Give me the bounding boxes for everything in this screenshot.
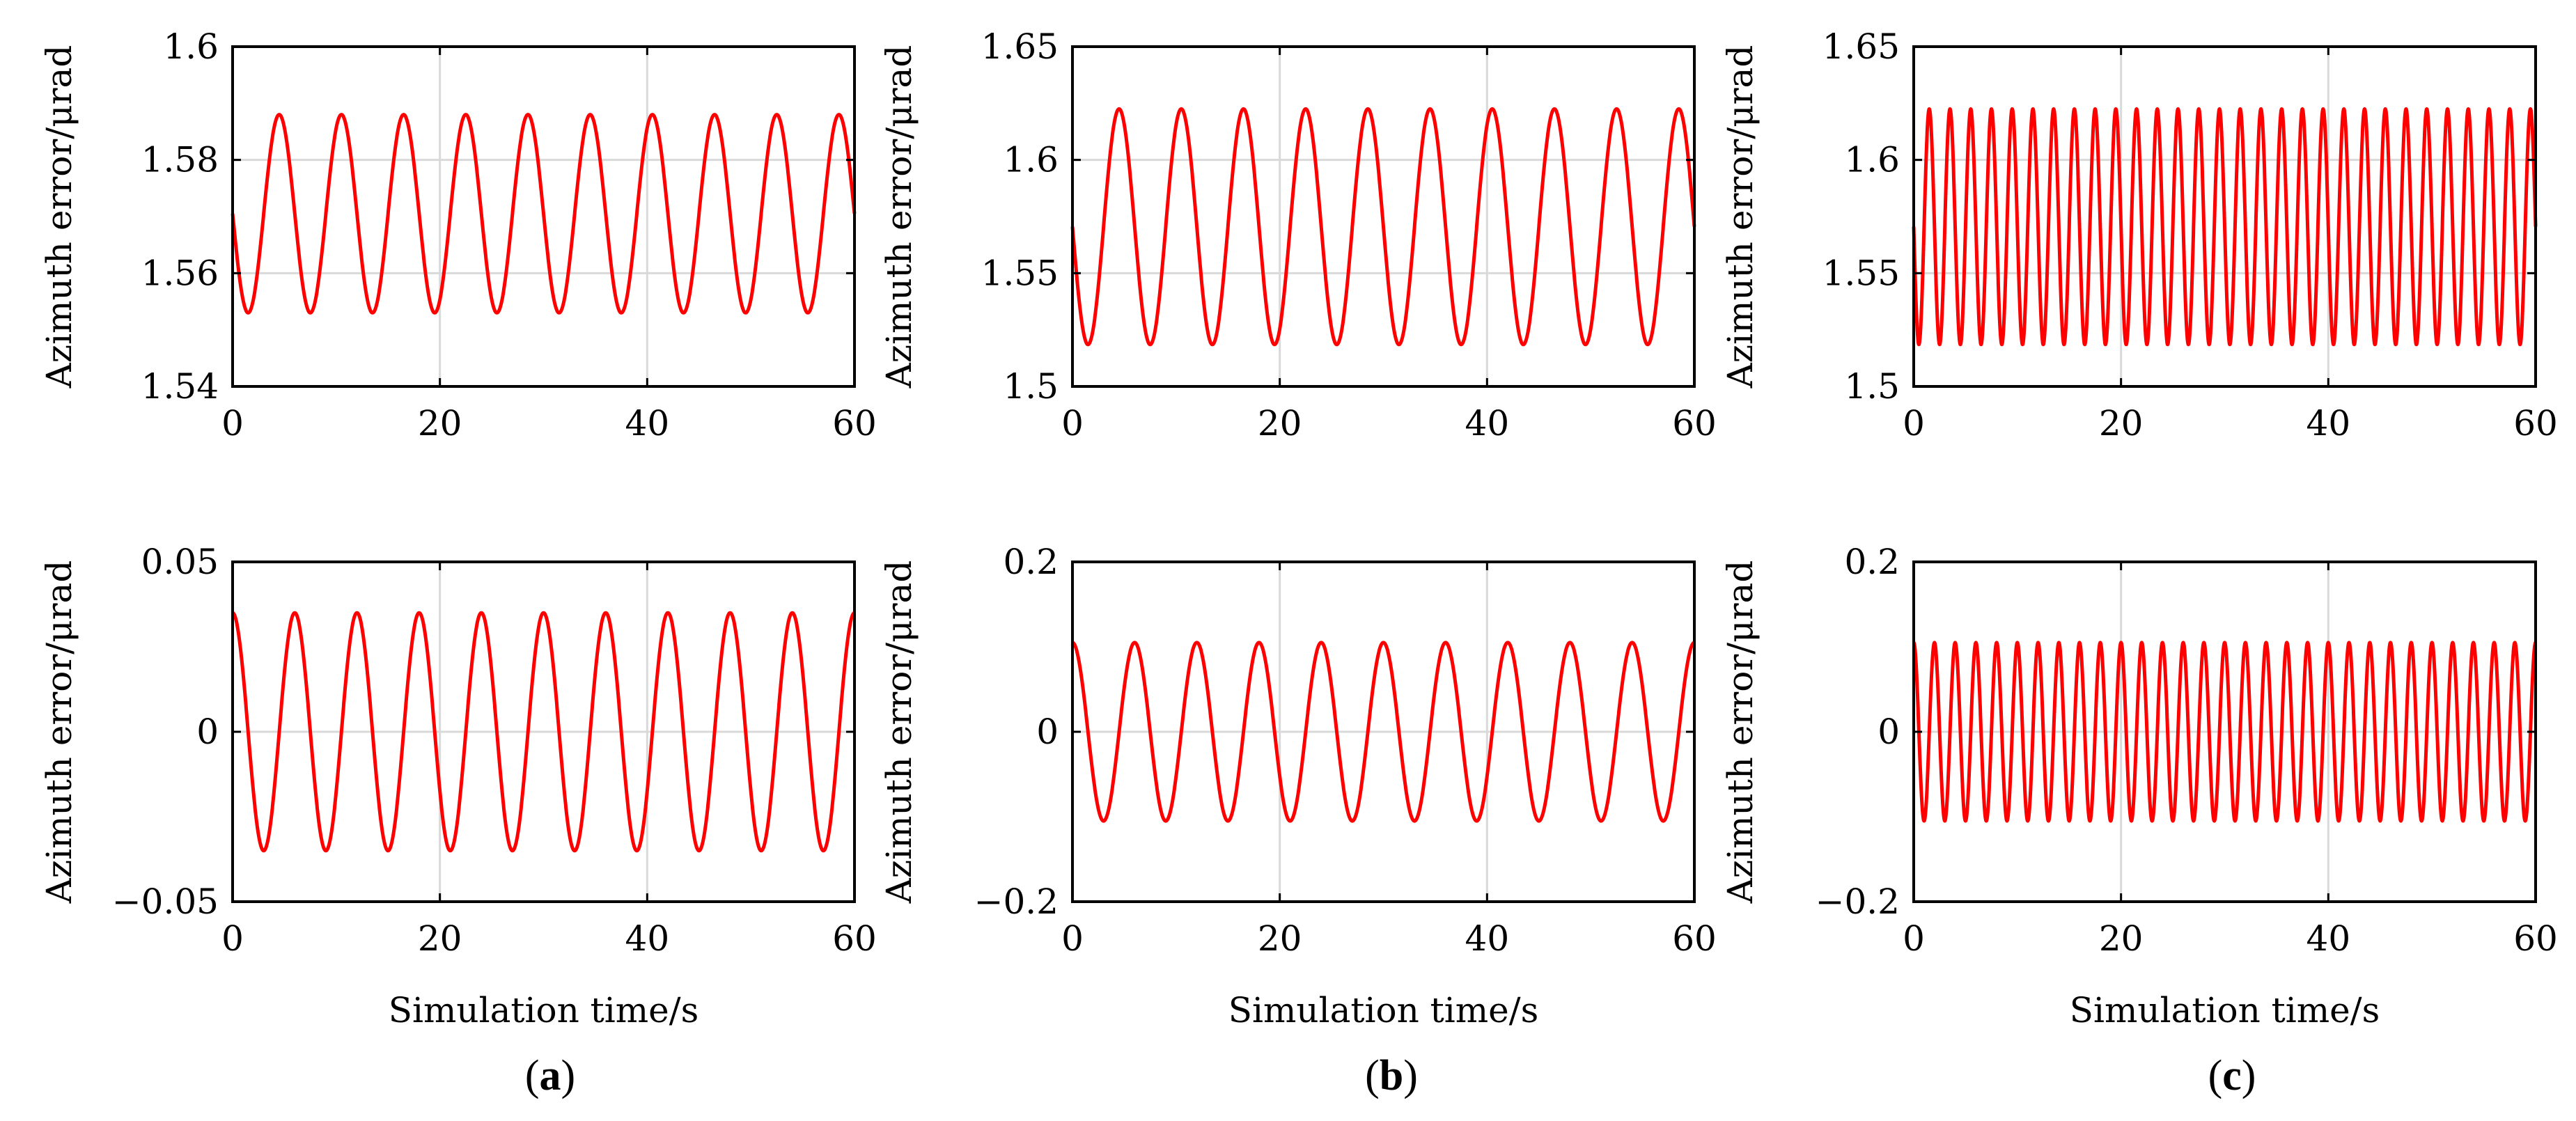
series-line-0 [1912,107,2538,347]
series-line-0 [231,611,857,853]
y-tick-label-1: 0 [196,712,219,752]
y-tick-label-0: 1.5 [1003,366,1059,407]
chart-c-top: 0 20 40 60 1.5 1.55 1.6 1.65 Azimuth error/μrad [1720,26,2558,444]
x-tick-label-0: 0 [221,403,244,444]
x-tick-label-2: 40 [2306,403,2351,444]
y-tick-label-0: −0.05 [112,881,219,922]
series-line-0 [231,113,857,315]
x-tick-label-1: 20 [418,403,462,444]
panel-label-a: (a) [524,1052,576,1099]
y-axis-label: Azimuth error/μrad [1720,45,1761,389]
x-axis-label: Simulation time/s [2070,990,2380,1030]
x-tick-label-1: 20 [418,918,462,959]
y-tick-label-1: 0 [1036,712,1059,752]
x-tick-label-1: 20 [2099,918,2144,959]
x-tick-label-2: 40 [1465,403,1510,444]
x-tick-label-0: 0 [1903,403,1925,444]
y-tick-label-2: 1.6 [1844,140,1900,180]
axes-frame [1912,45,2537,388]
y-tick-label-0: 1.54 [141,366,219,407]
x-tick-label-3: 60 [832,918,877,959]
y-axis-label: Azimuth error/μrad [39,560,79,904]
x-tick-label-1: 20 [2099,403,2144,444]
series-line-0 [1912,641,2538,823]
x-tick-label-1: 20 [1258,918,1302,959]
y-axis-label: Azimuth error/μrad [1720,560,1761,904]
x-tick-label-3: 60 [1672,403,1717,444]
y-tick-label-2: 0.05 [141,542,219,582]
x-tick-label-1: 20 [1258,403,1302,444]
y-tick-label-2: 1.58 [141,140,219,180]
y-axis-label: Azimuth error/μrad [879,560,919,904]
x-axis-label: Simulation time/s [389,990,699,1030]
y-tick-label-1: 1.55 [981,253,1059,293]
x-tick-label-2: 40 [2306,918,2351,959]
y-tick-label-0: −0.2 [974,881,1059,922]
axes-frame [1071,45,1696,388]
axes-frame [231,45,856,388]
x-tick-label-3: 60 [2513,918,2558,959]
y-tick-label-1: 1.56 [141,253,219,293]
y-tick-label-3: 1.65 [1822,26,1900,67]
y-tick-label-2: 0.2 [1003,542,1059,582]
y-tick-label-0: −0.2 [1816,881,1900,922]
y-tick-label-3: 1.6 [163,26,219,67]
x-axis-label: Simulation time/s [1228,990,1539,1030]
x-tick-label-0: 0 [1061,403,1084,444]
x-tick-label-3: 60 [832,403,877,444]
x-tick-label-2: 40 [625,403,670,444]
panel-label-c: (c) [2208,1052,2256,1099]
y-tick-label-0: 1.5 [1844,366,1900,407]
y-tick-label-1: 1.55 [1822,253,1900,293]
x-tick-label-3: 60 [1672,918,1717,959]
x-tick-label-0: 0 [1903,918,1925,959]
y-tick-label-2: 1.6 [1003,140,1059,180]
x-tick-label-3: 60 [2513,403,2558,444]
y-tick-label-1: 0 [1878,712,1900,752]
y-axis-label: Azimuth error/μrad [879,45,919,389]
chart-b-top: 0 20 40 60 1.5 1.55 1.6 1.65 Azimuth error/μrad [879,26,1717,444]
panel-label-b: (b) [1365,1052,1418,1099]
series-line-0 [1070,641,1696,823]
y-tick-label-2: 0.2 [1844,542,1900,582]
x-tick-label-2: 40 [625,918,670,959]
series-line-0 [1070,107,1696,347]
y-axis-label: Azimuth error/μrad [39,45,79,389]
x-tick-label-0: 0 [1061,918,1084,959]
x-tick-label-2: 40 [1465,918,1510,959]
chart-a-top: 0 20 40 60 1.54 1.56 1.58 1.6 Azimuth error/μrad [39,26,877,444]
x-tick-label-0: 0 [221,918,244,959]
y-tick-label-3: 1.65 [981,26,1059,67]
